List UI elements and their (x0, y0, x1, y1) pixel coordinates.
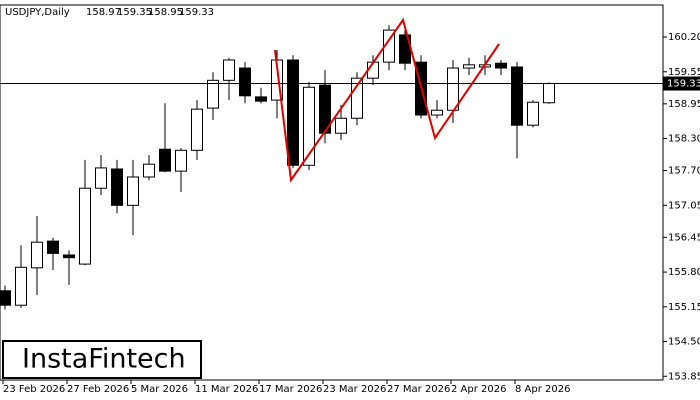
candle-body (303, 86, 315, 166)
candle-body (495, 62, 507, 69)
candle-body (239, 67, 251, 97)
x-tick-label: 8 Apr 2026 (515, 384, 570, 395)
y-tick-label: 156.45 (668, 232, 700, 243)
x-tick-label: 27 Feb 2026 (67, 384, 129, 395)
plot-frame (0, 4, 664, 381)
x-tick-label: 17 Mar 2026 (259, 384, 322, 395)
candle-body (351, 77, 363, 119)
header: USDJPY,Daily 158.97 159.35 158.95 159.33 (5, 7, 214, 18)
current-price-box (663, 76, 700, 91)
y-tick-label: 158.30 (668, 134, 700, 145)
header-high: 159.35 (117, 7, 152, 18)
candle-body (527, 101, 539, 126)
candle-body (255, 96, 267, 102)
candle-body (191, 108, 203, 151)
candle-body (0, 290, 11, 306)
candle-body (447, 67, 459, 111)
y-tick-label: 155.15 (668, 302, 700, 313)
y-tick-label: 154.50 (668, 337, 700, 348)
candle-body (95, 167, 107, 189)
candle-body (79, 187, 91, 265)
logo-box (2, 340, 202, 379)
header-low: 158.95 (148, 7, 183, 18)
candle-body (143, 163, 155, 178)
x-tick-label: 27 Mar 2026 (387, 384, 450, 395)
candle-body (543, 83, 555, 104)
y-tick-label: 157.05 (668, 200, 700, 211)
candles (0, 25, 555, 310)
candle-body (223, 59, 235, 81)
candle-body (127, 176, 139, 206)
candle-body (159, 148, 171, 172)
candle-body (431, 109, 443, 116)
y-tick-label: 153.85 (668, 371, 700, 382)
candle-body (63, 254, 75, 259)
candle-body (111, 168, 123, 206)
candle-body (511, 66, 523, 126)
current-price-label: 159.33 (667, 79, 700, 90)
logo: InstaFintech (22, 344, 186, 375)
pattern-line (274, 17, 500, 183)
header-open: 158.97 (86, 7, 121, 18)
x-tick-label: 11 Mar 2026 (195, 384, 258, 395)
candle-body (319, 84, 331, 134)
candle-body (47, 240, 59, 254)
x-tick-label: 5 Mar 2026 (131, 384, 188, 395)
header-close: 159.33 (179, 7, 214, 18)
y-tick-label: 157.70 (668, 166, 700, 177)
x-tick-label: 23 Feb 2026 (3, 384, 65, 395)
x-tick-label: 23 Mar 2026 (323, 384, 386, 395)
chart-title: USDJPY,Daily (5, 7, 70, 18)
y-tick-label: 155.80 (668, 267, 700, 278)
candle-body (15, 266, 27, 306)
x-tick-label: 2 Apr 2026 (451, 384, 506, 395)
candle-body (175, 149, 187, 172)
candle-body (207, 79, 219, 109)
candle-body (463, 64, 475, 69)
candle-body (335, 117, 347, 134)
y-tick-label: 160.20 (668, 32, 700, 43)
candle-body (31, 241, 43, 269)
candle-body (287, 59, 299, 166)
y-tick-label: 159.55 (668, 67, 700, 78)
y-tick-label: 158.95 (668, 99, 700, 110)
